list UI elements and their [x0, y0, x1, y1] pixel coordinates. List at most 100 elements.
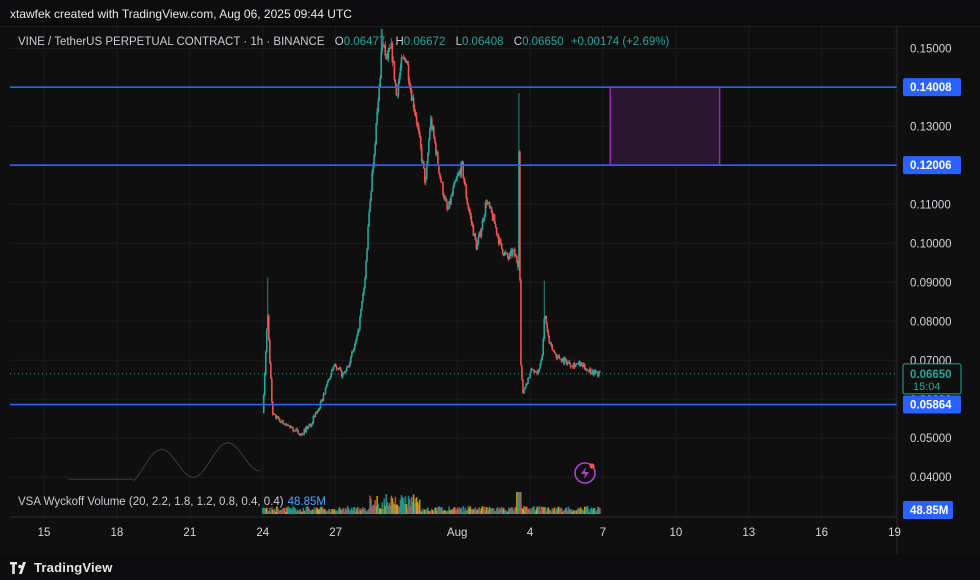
candle-body [282, 420, 284, 424]
indicator-legend[interactable]: VSA Wyckoff Volume (20, 2.2, 1.8, 1.2, 0… [18, 496, 326, 508]
volume-bar [548, 509, 551, 514]
volume-bar [344, 508, 347, 514]
volume-bar [262, 507, 265, 514]
candle-body [420, 147, 423, 161]
candle-body [482, 220, 485, 221]
volume-bar [550, 511, 553, 514]
level-price-tag[interactable] [903, 395, 961, 414]
level-price-tag[interactable] [903, 156, 961, 175]
volume-bar [288, 507, 290, 514]
x-tick-label: 15 [38, 527, 51, 539]
candle-body [270, 362, 272, 379]
candle-body [327, 379, 330, 381]
volume-bar [514, 507, 516, 514]
candle-body [326, 380, 329, 386]
lightning-icon[interactable] [574, 462, 596, 484]
candle-body [473, 233, 476, 236]
tradingview-logo[interactable]: TradingView [10, 560, 113, 575]
volume-bar [319, 507, 322, 514]
candle-body [263, 373, 266, 396]
symbol-title[interactable]: VINE / TetherUS PERPETUAL CONTRACT · 1h … [18, 36, 325, 48]
volume-bar [450, 511, 452, 514]
candle-body [565, 359, 568, 365]
volume-bar [395, 504, 398, 514]
candle-body [559, 358, 562, 360]
candle-body [424, 178, 427, 183]
candle-body [273, 413, 275, 415]
candle-body [323, 393, 326, 395]
volume-bar [503, 511, 506, 514]
candle-body [430, 118, 432, 129]
candle-body [511, 250, 513, 256]
candle-body [470, 215, 473, 223]
volume-bar [355, 511, 357, 514]
open-label: O [334, 36, 344, 48]
candle-body [484, 202, 487, 215]
volume-bar [506, 511, 509, 514]
volume-bar [393, 504, 396, 514]
candle-body [551, 345, 554, 351]
candle-body [337, 367, 340, 370]
volume-bar [460, 507, 462, 514]
candle-body [512, 249, 514, 256]
volume-bar [476, 509, 479, 514]
volume-bar [599, 507, 601, 514]
candle-body [546, 324, 549, 332]
volume-bar [261, 507, 264, 514]
volume-bar [301, 511, 304, 514]
price-chart[interactable]: 0.150000.140000.130000.120000.110000.100… [0, 27, 980, 555]
candle-body [520, 279, 522, 366]
volume-bar [375, 505, 377, 514]
volume-bar [402, 498, 405, 514]
candle-body [306, 426, 309, 429]
candle-body [324, 387, 327, 394]
candle-body [504, 252, 507, 254]
volume-bar [443, 509, 445, 514]
volume-bar [597, 506, 599, 514]
candle-body [333, 363, 336, 367]
volume-bar [430, 510, 432, 514]
candle-body [540, 359, 542, 364]
volume-bar [527, 509, 529, 514]
candle-body [527, 377, 529, 384]
candle-body [528, 376, 530, 378]
volume-bar [291, 510, 293, 514]
candle-body [400, 57, 403, 68]
candle-body [487, 202, 490, 204]
candle-body [514, 249, 516, 257]
candle-body [474, 233, 477, 240]
volume-bar [332, 509, 335, 514]
y-tick-label: 0.11000 [910, 199, 951, 211]
volume-bar [412, 494, 415, 514]
volume-bar [361, 508, 363, 514]
candle-body [586, 369, 589, 370]
high-value: 0.06672 [403, 36, 446, 48]
close-value: 0.06650 [522, 36, 564, 48]
candle-body [429, 128, 431, 141]
candle-body [518, 151, 520, 267]
volume-bar [389, 505, 392, 514]
indicator-title[interactable]: VSA Wyckoff Volume (20, 2.2, 1.8, 1.2, 0… [18, 496, 284, 508]
candle-body [583, 363, 586, 369]
volume-bar [586, 506, 589, 514]
candle-body [344, 371, 347, 373]
candle-body [562, 358, 565, 363]
chart-panel[interactable]: 0.150000.140000.130000.120000.110000.100… [0, 26, 980, 555]
candle-body [477, 236, 480, 243]
candle-body [433, 127, 435, 137]
candle-body [461, 161, 464, 163]
symbol-legend[interactable]: VINE / TetherUS PERPETUAL CONTRACT · 1h … [18, 36, 669, 48]
volume-bar [268, 510, 270, 514]
candle-body [372, 166, 374, 174]
candle-body [370, 191, 372, 202]
current-price-tag[interactable] [902, 363, 962, 395]
volume-bar [400, 495, 403, 514]
level-price-tag[interactable] [903, 78, 961, 97]
volume-bar [349, 510, 351, 514]
supply-zone-box[interactable] [609, 86, 721, 166]
candle-body [350, 356, 352, 363]
volume-bar [436, 510, 438, 514]
volume-bar [596, 510, 598, 514]
candle-body [418, 131, 421, 137]
volume-bar [538, 506, 540, 514]
